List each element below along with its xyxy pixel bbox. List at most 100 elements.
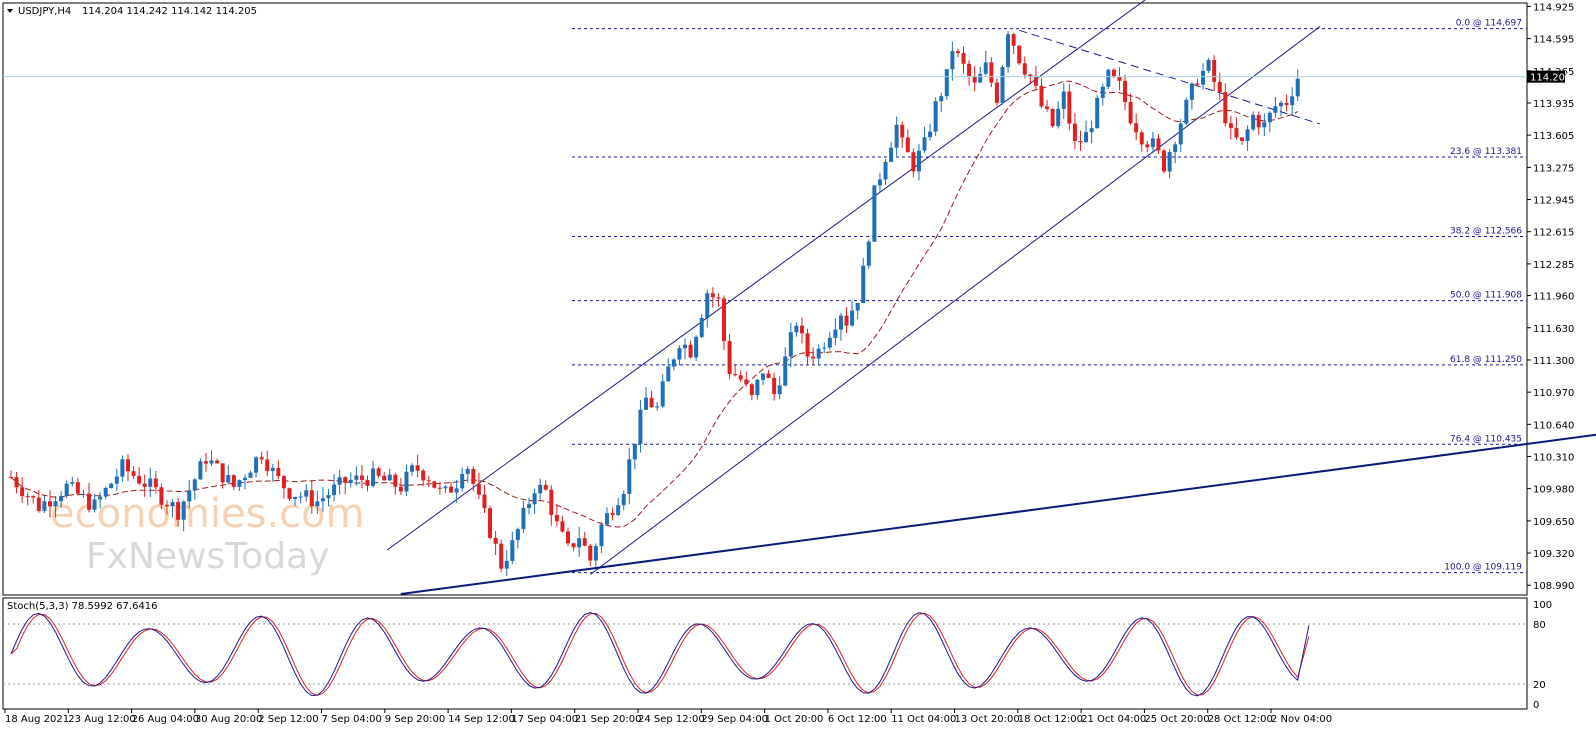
channel-lower: [590, 26, 1321, 575]
candle-body: [727, 341, 732, 374]
stoch-level-label: 100: [1533, 600, 1552, 611]
candle-body: [772, 377, 777, 395]
candle-body: [582, 538, 587, 546]
candle-body: [125, 459, 130, 472]
ohlc-label: 114.204 114.242 114.142 114.205: [82, 6, 257, 17]
time-tick-label: 2 Nov 04:00: [1271, 714, 1332, 725]
candle-body: [1228, 123, 1233, 129]
long-trend-line: [400, 433, 1596, 595]
candle-body: [1050, 108, 1055, 127]
candle-body: [1267, 112, 1272, 123]
candle-body: [287, 488, 292, 499]
dropdown-triangle-icon[interactable]: [7, 9, 13, 13]
candle-body: [326, 495, 331, 499]
candle-body: [42, 501, 47, 511]
fib-label: 61.8 @ 111.250: [1450, 355, 1522, 365]
candle-body: [270, 467, 275, 471]
fib-label: 76.4 @ 110.435: [1450, 434, 1522, 444]
candle-body: [499, 543, 504, 569]
candle-body: [649, 397, 654, 408]
candle-body: [248, 472, 253, 478]
candle-body: [131, 471, 136, 476]
candle-body: [114, 476, 119, 484]
candle-body: [259, 457, 264, 460]
candle-body: [1245, 129, 1250, 141]
candle-body: [159, 487, 164, 505]
time-tick-label: 23 Aug 12:00: [68, 714, 135, 725]
candle-body: [1123, 80, 1128, 103]
time-tick-label: 18 Aug 2021: [5, 714, 69, 725]
stoch-label: Stoch(5,3,3) 78.5992 67.6416: [7, 601, 158, 612]
candle-body: [850, 310, 855, 326]
current-price-marker: 114.205: [3, 70, 1571, 84]
candle-body: [866, 241, 871, 266]
candle-body: [1100, 86, 1105, 98]
candle-body: [86, 493, 91, 510]
candle-body: [883, 161, 888, 180]
candle-body: [31, 496, 36, 498]
candle-body: [1006, 34, 1011, 68]
candle-body: [610, 513, 615, 516]
candle-body: [566, 531, 571, 544]
candle-body: [293, 496, 298, 499]
candle-body: [655, 406, 660, 408]
candle-body: [1284, 102, 1289, 106]
candle-body: [309, 490, 314, 507]
price-tick-label: 109.650: [1533, 517, 1574, 528]
candle-body: [1117, 76, 1122, 81]
candle-body: [916, 150, 921, 172]
price-tick-label: 114.925: [1533, 2, 1574, 13]
candle-body: [209, 460, 214, 464]
time-tick-label: 1 Oct 20:00: [765, 714, 824, 725]
candle-body: [922, 137, 927, 151]
candle-body: [1178, 123, 1183, 145]
candle-body: [1128, 102, 1133, 124]
candle-body: [1150, 138, 1155, 148]
price-tick-label: 110.970: [1533, 388, 1574, 399]
stoch-panel: [2, 597, 1528, 710]
candle-body: [783, 356, 788, 386]
candle-body: [1189, 83, 1194, 100]
candle-body: [799, 325, 804, 334]
candle-body: [1028, 74, 1033, 77]
candle-body: [1195, 83, 1200, 85]
candle-body: [348, 479, 353, 483]
candle-body: [1145, 144, 1150, 148]
candle-body: [593, 546, 598, 561]
price-tick-label: 111.630: [1533, 324, 1574, 335]
fib-label: 100.0 @ 109.119: [1444, 563, 1522, 573]
candle-body: [465, 468, 470, 474]
candle-body: [215, 460, 220, 464]
candle-body: [343, 477, 348, 483]
candle-body: [1162, 150, 1167, 172]
candle-body: [220, 463, 225, 483]
candle-body: [928, 131, 933, 138]
current-price-box: [1527, 70, 1565, 83]
candle-body: [666, 366, 671, 382]
candle-body: [1279, 102, 1284, 107]
watermark-fxnewstoday: FxNewsToday: [86, 536, 329, 577]
candle-body: [632, 443, 637, 460]
candle-body: [1033, 76, 1038, 86]
candle-body: [187, 490, 192, 502]
candle-body: [560, 521, 565, 532]
stoch-signal-line: [10, 612, 1310, 696]
candle-body: [98, 496, 103, 500]
candle-body: [109, 483, 114, 488]
candle-body: [203, 461, 208, 464]
candle-body: [337, 477, 342, 485]
candle-body: [443, 486, 448, 489]
price-axis: 114.925114.595114.265113.935113.605113.2…: [1527, 2, 1574, 592]
fib-label: 38.2 @ 112.566: [1450, 226, 1522, 236]
candle-body: [359, 475, 364, 480]
candle-body: [164, 504, 169, 507]
fib-levels: 0.0 @ 114.697 23.6 @ 113.381 38.2 @ 112.56…: [572, 19, 1527, 574]
candle-body: [493, 537, 498, 544]
candle-body: [838, 315, 843, 330]
candle-body: [315, 501, 320, 507]
candle-body: [710, 293, 715, 298]
candle-body: [989, 62, 994, 83]
candle-body: [1139, 132, 1144, 145]
candle-body: [92, 499, 97, 510]
